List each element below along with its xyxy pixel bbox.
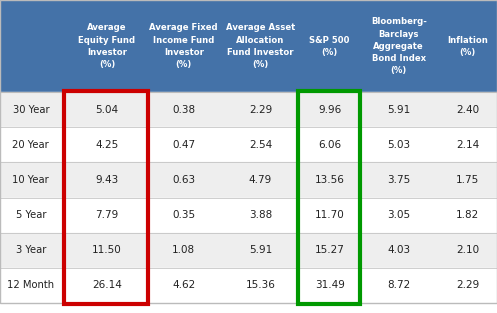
Text: 0.35: 0.35 — [172, 210, 195, 220]
Text: 5.91: 5.91 — [387, 105, 411, 115]
Bar — [64, 91, 149, 304]
Text: 3.05: 3.05 — [387, 210, 411, 220]
Text: 4.62: 4.62 — [172, 280, 195, 290]
Bar — [0, 127, 497, 162]
Text: 2.29: 2.29 — [249, 105, 272, 115]
Text: 30 Year: 30 Year — [12, 105, 49, 115]
Text: 26.14: 26.14 — [92, 280, 122, 290]
Text: 0.38: 0.38 — [172, 105, 195, 115]
Bar — [0, 268, 497, 303]
Text: 2.54: 2.54 — [249, 140, 272, 150]
Text: 9.96: 9.96 — [318, 105, 341, 115]
Text: 7.79: 7.79 — [95, 210, 119, 220]
Text: 8.72: 8.72 — [387, 280, 411, 290]
Text: 0.47: 0.47 — [172, 140, 195, 150]
Text: 5.91: 5.91 — [249, 245, 272, 255]
Bar — [0, 0, 497, 92]
Text: 2.14: 2.14 — [456, 140, 480, 150]
Text: 4.25: 4.25 — [95, 140, 119, 150]
Text: 5.04: 5.04 — [95, 105, 119, 115]
Text: 6.06: 6.06 — [318, 140, 341, 150]
Bar — [299, 91, 360, 304]
Text: 4.03: 4.03 — [387, 245, 411, 255]
Text: Average
Equity Fund
Investor
(%): Average Equity Fund Investor (%) — [79, 23, 136, 69]
Text: 11.70: 11.70 — [315, 210, 344, 220]
Text: 0.63: 0.63 — [172, 175, 195, 185]
Text: 2.29: 2.29 — [456, 280, 480, 290]
Text: 20 Year: 20 Year — [12, 140, 49, 150]
Bar — [0, 162, 497, 198]
Text: 1.08: 1.08 — [172, 245, 195, 255]
Bar — [0, 198, 497, 233]
Text: 15.27: 15.27 — [315, 245, 344, 255]
Text: 10 Year: 10 Year — [12, 175, 49, 185]
Text: 5 Year: 5 Year — [15, 210, 46, 220]
Text: 3.88: 3.88 — [249, 210, 272, 220]
Text: Bloomberg-
Barclays
Aggregate
Bond Index
(%): Bloomberg- Barclays Aggregate Bond Index… — [371, 17, 426, 75]
Bar — [0, 233, 497, 268]
Text: 4.79: 4.79 — [249, 175, 272, 185]
Text: 31.49: 31.49 — [315, 280, 344, 290]
Text: 5.03: 5.03 — [387, 140, 411, 150]
Text: Inflation
(%): Inflation (%) — [447, 36, 488, 57]
Text: 11.50: 11.50 — [92, 245, 122, 255]
Bar — [0, 92, 497, 127]
Text: 2.10: 2.10 — [456, 245, 480, 255]
Text: 15.36: 15.36 — [246, 280, 275, 290]
Text: Average Asset
Allocation
Fund Investor
(%): Average Asset Allocation Fund Investor (… — [226, 23, 295, 69]
Text: 3 Year: 3 Year — [16, 245, 46, 255]
Text: 12 Month: 12 Month — [7, 280, 55, 290]
Text: 13.56: 13.56 — [315, 175, 344, 185]
Text: 1.82: 1.82 — [456, 210, 480, 220]
Text: S&P 500
(%): S&P 500 (%) — [310, 36, 350, 57]
Text: 2.40: 2.40 — [456, 105, 480, 115]
Text: 9.43: 9.43 — [95, 175, 119, 185]
Text: 1.75: 1.75 — [456, 175, 480, 185]
Text: 3.75: 3.75 — [387, 175, 411, 185]
Text: Average Fixed
Income Fund
Investor
(%): Average Fixed Income Fund Investor (%) — [150, 23, 218, 69]
